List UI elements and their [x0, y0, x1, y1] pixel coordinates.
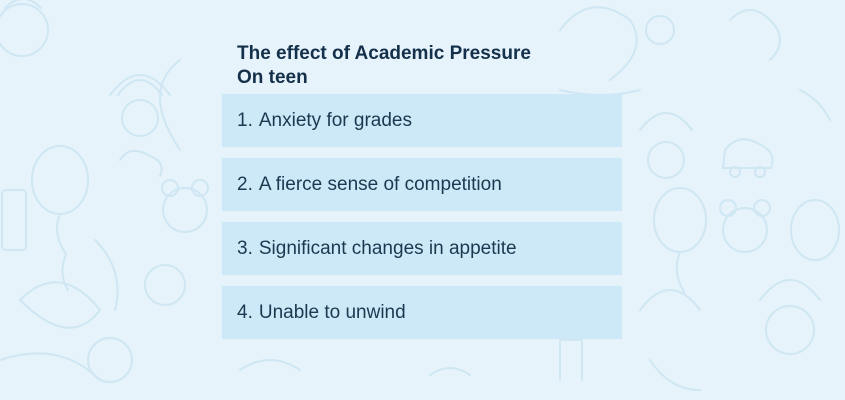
bear-right-icon: [722, 207, 768, 253]
moon-icon: [159, 59, 181, 151]
star-doodle-icon: [645, 15, 675, 45]
milk-carton-icon: [559, 339, 583, 381]
ball-icon: [144, 264, 186, 306]
item-number: 2.: [237, 173, 253, 195]
list-item: 2. A fierce sense of competition: [222, 158, 622, 211]
book-icon: [1, 189, 27, 251]
rocking-horse-icon: [559, 6, 638, 81]
crescent-bottom-icon: [649, 359, 701, 391]
swirl-icon: [729, 9, 781, 61]
center-wave-icon: [239, 359, 301, 371]
item-text: A fierce sense of competition: [258, 173, 502, 195]
rainbow-icon: [109, 74, 171, 96]
bear-ear-icon: [753, 199, 771, 217]
item-number: 1.: [237, 109, 253, 131]
toy-car-icon: [722, 138, 774, 169]
balloon-string-icon: [56, 213, 69, 291]
center-wave-icon: [429, 367, 471, 376]
wheel-icon: [729, 166, 741, 178]
teddy-ear-icon: [191, 179, 209, 197]
leaf-icon: [19, 281, 101, 329]
cloud-bottom-icon: [765, 305, 815, 355]
car-doodle-icon: [119, 149, 163, 177]
item-text: Significant changes in appetite: [258, 237, 517, 259]
cloud-face-right-icon: [647, 141, 685, 179]
rainbow-small-icon: [639, 112, 693, 131]
rainbow-inner-icon: [117, 79, 163, 96]
cloud-icon: [87, 337, 133, 383]
item-text: Unable to unwind: [258, 301, 406, 323]
infographic-title: The effect of Academic Pressure On teen: [237, 43, 531, 88]
list-item: 4. Unable to unwind: [222, 286, 622, 339]
list-item: 3. Significant changes in appetite: [222, 222, 622, 275]
balloon-right-icon: [653, 187, 707, 253]
infographic-card: The effect of Academic Pressure On teen …: [222, 42, 622, 350]
item-text: Anxiety for grades: [258, 109, 412, 131]
moon-right-icon: [799, 89, 831, 121]
bear-face-icon: [121, 99, 159, 137]
bear-ear-icon: [719, 199, 737, 217]
balloon-right-string-icon: [675, 251, 685, 293]
balloon-edge-icon: [790, 199, 840, 261]
teddy-ear-icon: [161, 179, 179, 197]
balloon-icon: [31, 145, 89, 215]
effects-list: 1. Anxiety for grades 2. A fierce sense …: [222, 94, 622, 339]
teddy-bear-icon: [162, 187, 208, 233]
item-number: 4.: [237, 301, 253, 323]
wave-icon: [0, 352, 101, 381]
rainbow-bottom-right-icon: [759, 279, 821, 301]
crescent-icon: [94, 239, 119, 311]
cloud-face-icon: [0, 3, 49, 57]
list-item: 1. Anxiety for grades: [222, 94, 622, 147]
hair-doodle-icon: [4, 0, 42, 9]
item-number: 3.: [237, 237, 253, 259]
rainbow-bottom-icon: [639, 289, 701, 311]
wheel-icon: [754, 166, 766, 178]
